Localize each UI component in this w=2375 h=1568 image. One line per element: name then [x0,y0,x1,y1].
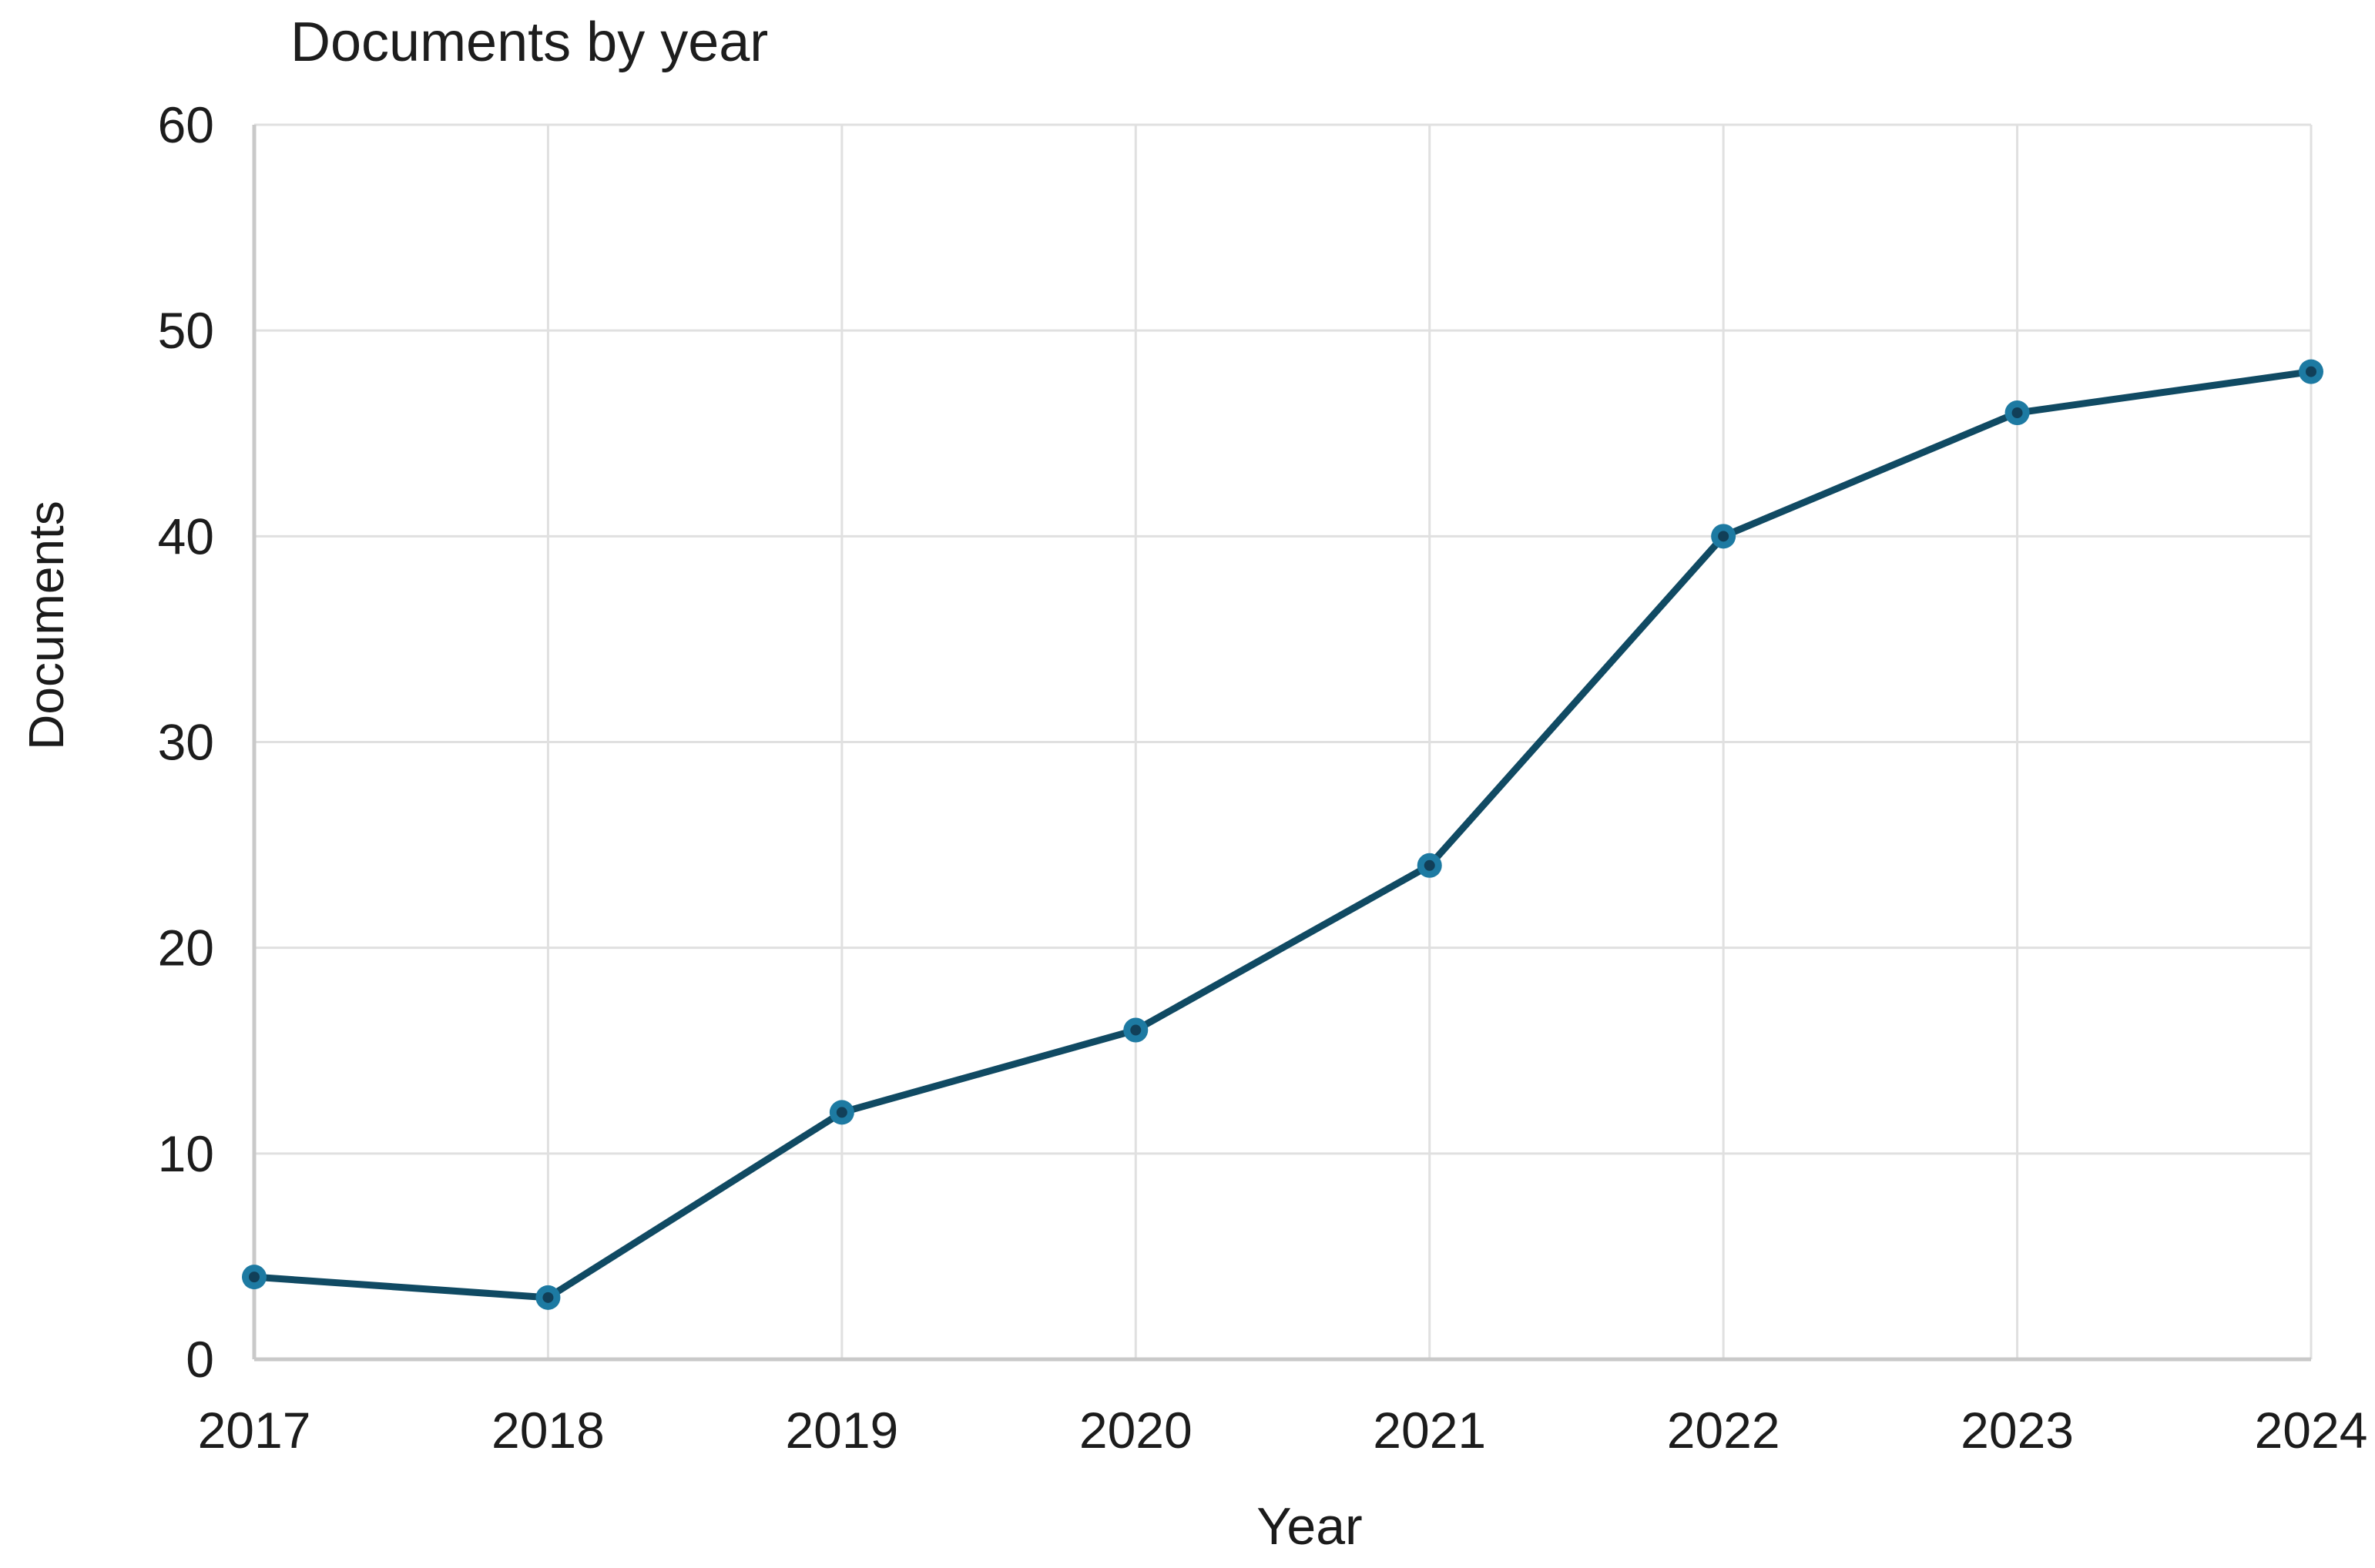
y-tick-label: 10 [158,1125,214,1182]
data-point-core [1718,531,1729,542]
data-point-core [1424,859,1435,871]
y-tick-label: 30 [158,714,214,771]
data-point-core [542,1292,554,1303]
y-tick-label: 20 [158,920,214,977]
x-axis-title: Year [1256,1497,1363,1556]
x-tick-label: 2020 [1079,1402,1193,1459]
y-tick-label: 50 [158,302,214,359]
x-tick-label: 2024 [2255,1402,2368,1459]
x-tick-label: 2018 [491,1402,605,1459]
data-point-core [2011,407,2023,419]
x-tick-label: 2023 [1961,1402,2074,1459]
x-tick-label: 2017 [198,1402,311,1459]
y-tick-label: 0 [186,1331,214,1388]
data-point-core [836,1107,847,1118]
x-tick-label: 2021 [1373,1402,1486,1459]
x-tick-label: 2022 [1667,1402,1780,1459]
trend-line [250,368,2315,1302]
y-tick-label: 40 [158,508,214,565]
data-point-core [2306,366,2316,377]
chart-title: Documents by year [290,12,769,73]
data-point-core [249,1271,260,1283]
y-axis-title: Documents [18,501,74,750]
y-tick-label: 60 [158,96,214,153]
data-point-core [1130,1024,1142,1036]
x-tick-label: 2019 [785,1402,898,1459]
